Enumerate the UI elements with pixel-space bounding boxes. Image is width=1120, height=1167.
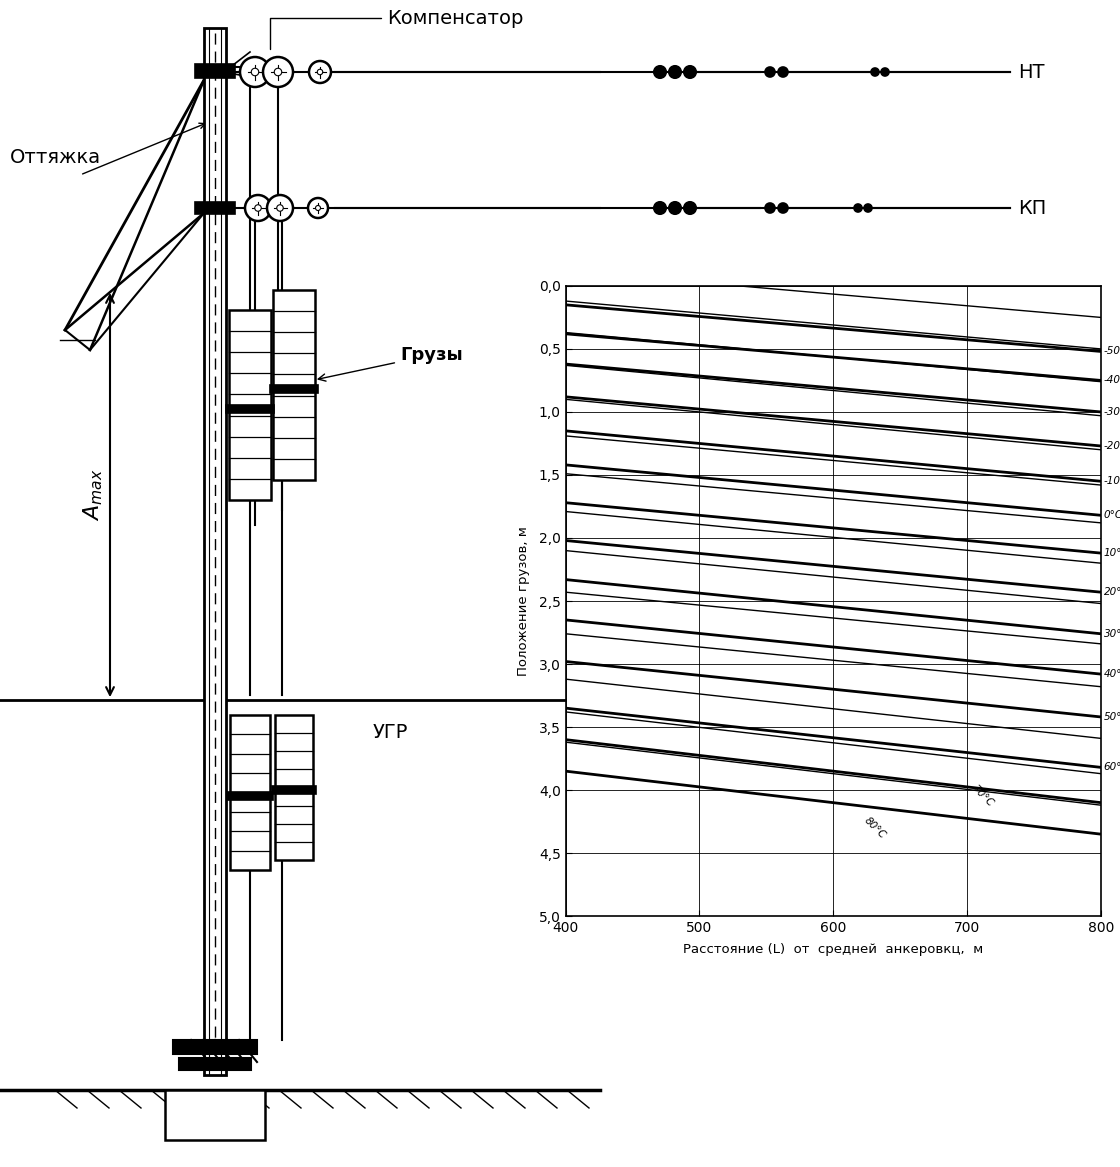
Text: -50°C: -50°C bbox=[1103, 347, 1120, 356]
Bar bbox=[165, 1090, 265, 1140]
Circle shape bbox=[684, 202, 696, 214]
Bar bbox=[227, 791, 273, 799]
Circle shape bbox=[765, 67, 775, 77]
Bar bbox=[226, 405, 274, 413]
Text: $A_{max}$: $A_{max}$ bbox=[82, 469, 105, 522]
Circle shape bbox=[871, 68, 879, 76]
Circle shape bbox=[245, 195, 271, 221]
Text: КП: КП bbox=[1018, 198, 1046, 217]
Bar bbox=[179, 1058, 251, 1070]
Bar bbox=[272, 787, 316, 795]
Text: НТ: НТ bbox=[1018, 63, 1045, 82]
Circle shape bbox=[277, 204, 283, 211]
Bar bbox=[273, 291, 315, 480]
Circle shape bbox=[669, 202, 681, 214]
Circle shape bbox=[267, 195, 293, 221]
Text: Оттяжка: Оттяжка bbox=[10, 148, 101, 167]
Circle shape bbox=[317, 69, 323, 75]
Text: -10°C: -10°C bbox=[1103, 476, 1120, 487]
Bar bbox=[228, 310, 271, 499]
Text: Компенсатор: Компенсатор bbox=[270, 8, 523, 49]
Circle shape bbox=[654, 202, 666, 214]
Circle shape bbox=[669, 67, 681, 78]
Circle shape bbox=[684, 67, 696, 78]
Text: 30°C: 30°C bbox=[1103, 629, 1120, 638]
Text: 40°C: 40°C bbox=[1103, 669, 1120, 679]
Text: 80°C: 80°C bbox=[862, 816, 888, 840]
Bar bbox=[270, 385, 318, 393]
X-axis label: Расстояние (L)  от  средней  анкеровкц,  м: Расстояние (L) от средней анкеровкц, м bbox=[683, 943, 983, 956]
Text: 70°C: 70°C bbox=[970, 784, 995, 809]
Text: 0°C: 0°C bbox=[1103, 510, 1120, 520]
Circle shape bbox=[240, 57, 270, 88]
Text: 10°C: 10°C bbox=[1103, 548, 1120, 558]
Circle shape bbox=[251, 68, 259, 76]
Circle shape bbox=[765, 203, 775, 214]
Text: 20°C: 20°C bbox=[1103, 587, 1120, 598]
Circle shape bbox=[308, 198, 328, 218]
Text: -20°C: -20°C bbox=[1103, 441, 1120, 450]
Text: Грузы: Грузы bbox=[318, 345, 463, 382]
Y-axis label: Положение грузов, м: Положение грузов, м bbox=[517, 526, 531, 676]
Circle shape bbox=[654, 67, 666, 78]
Circle shape bbox=[254, 204, 261, 211]
Circle shape bbox=[274, 68, 282, 76]
Bar bbox=[172, 1040, 256, 1054]
Text: -30°C: -30°C bbox=[1103, 407, 1120, 417]
Bar bbox=[195, 64, 235, 78]
Text: 50°C: 50°C bbox=[1103, 712, 1120, 722]
Circle shape bbox=[263, 57, 293, 88]
Bar bbox=[230, 715, 270, 871]
Text: УГР: УГР bbox=[372, 724, 408, 742]
Circle shape bbox=[778, 67, 788, 77]
Text: 60°C: 60°C bbox=[1103, 762, 1120, 773]
Text: -40°C: -40°C bbox=[1103, 376, 1120, 385]
Circle shape bbox=[881, 68, 889, 76]
Circle shape bbox=[316, 205, 320, 210]
Circle shape bbox=[864, 204, 872, 212]
Circle shape bbox=[309, 61, 332, 83]
Bar bbox=[276, 715, 312, 860]
Circle shape bbox=[778, 203, 788, 214]
Circle shape bbox=[853, 204, 862, 212]
Bar bbox=[195, 202, 235, 214]
Bar bbox=[204, 28, 226, 1075]
